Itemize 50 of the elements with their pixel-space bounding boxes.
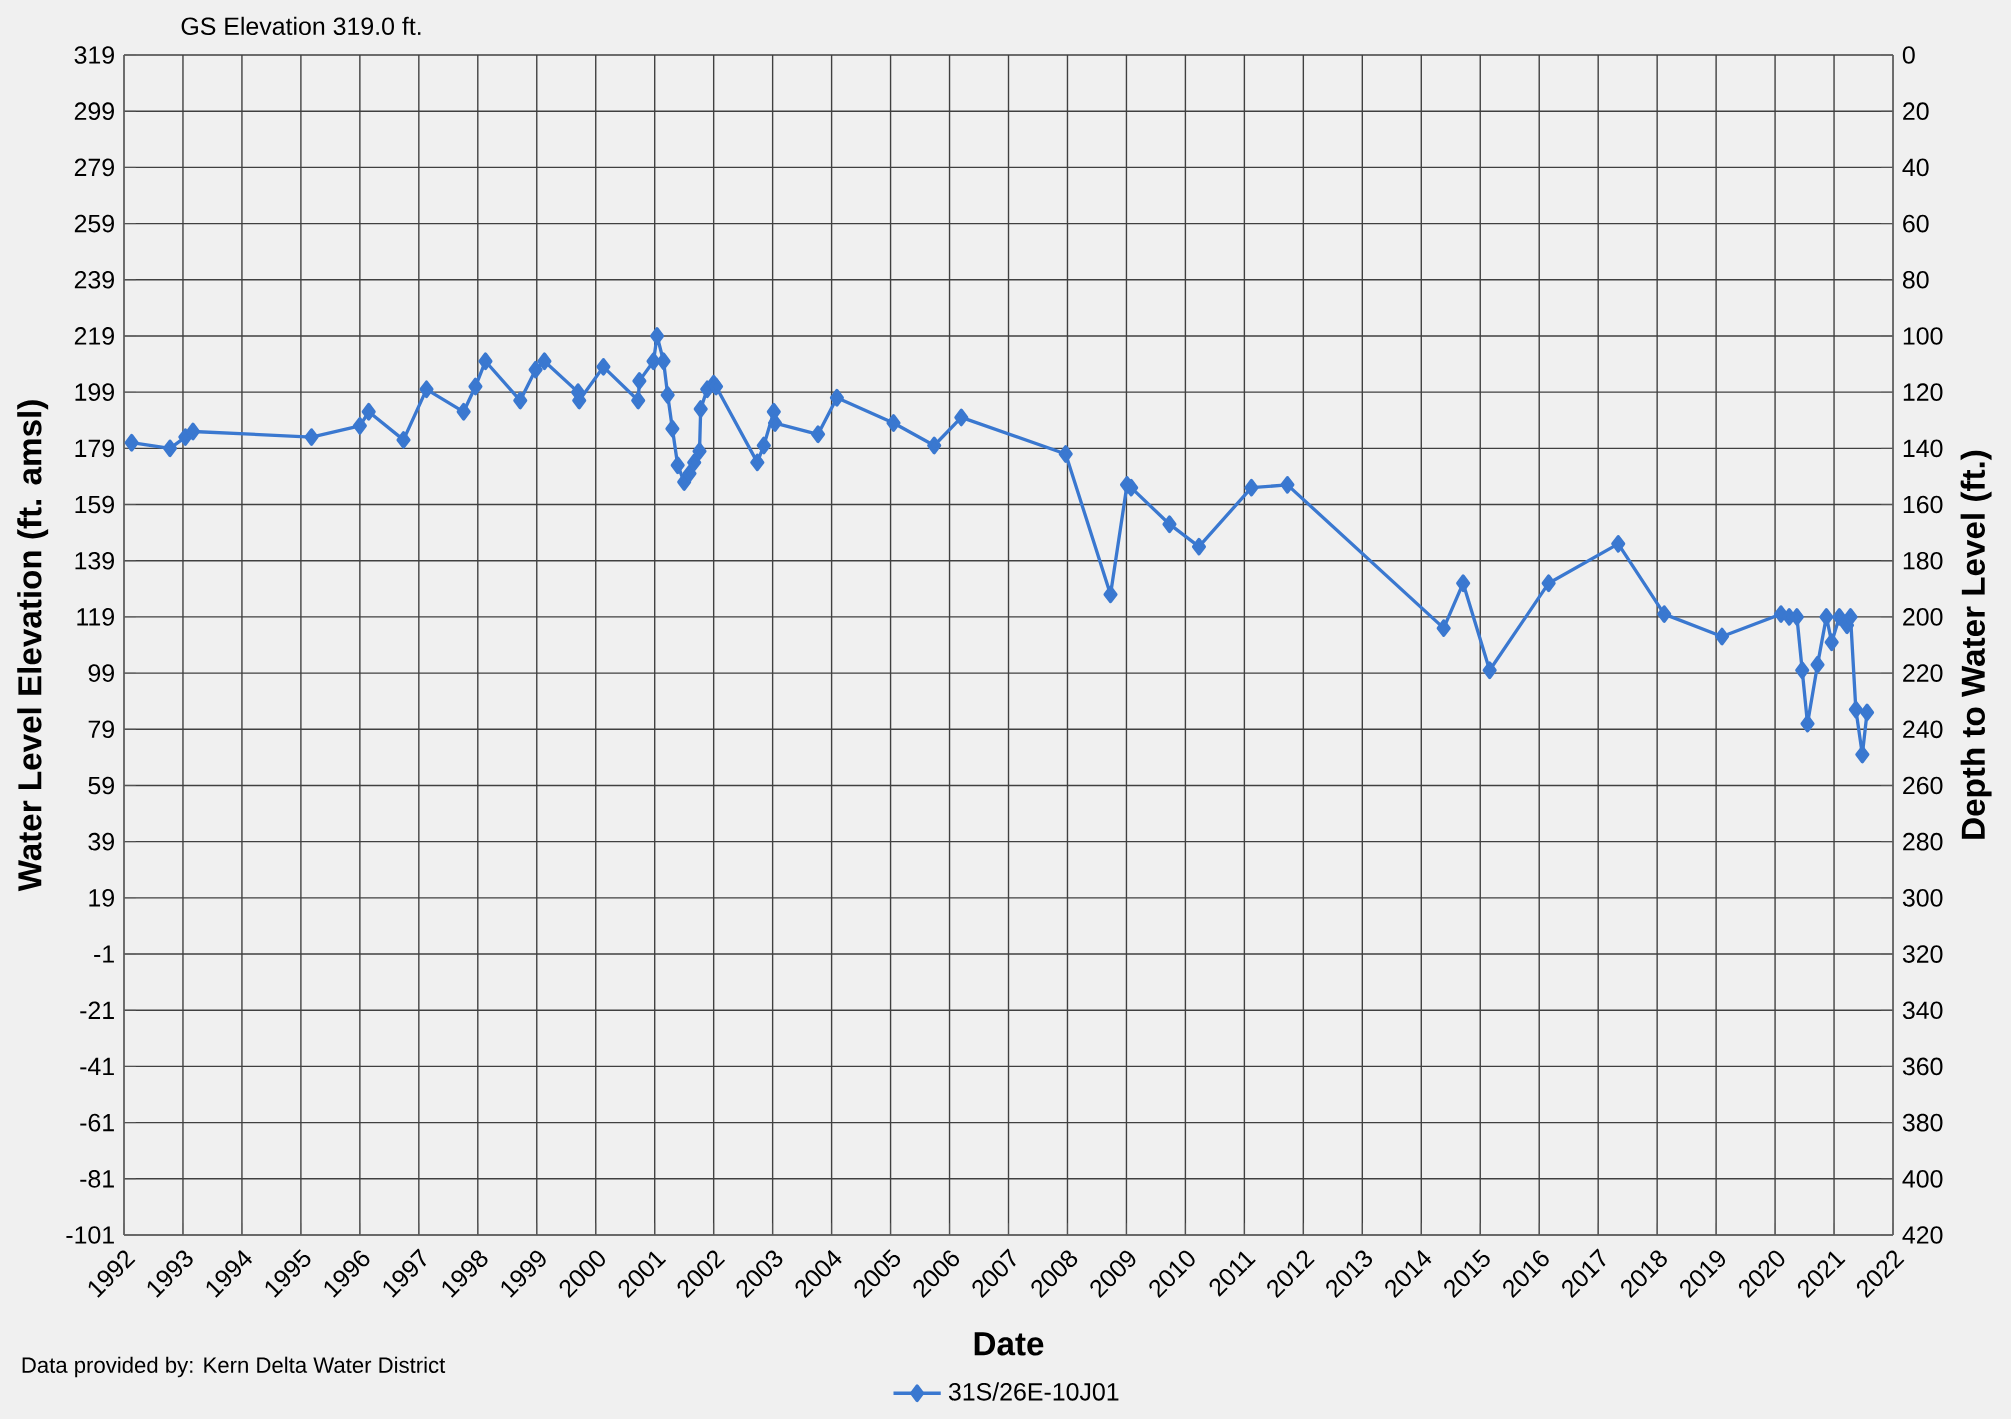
y2-tick-label: 0: [1902, 46, 1915, 64]
text: Data provided by: Kern Delta Water District: [22, 1356, 446, 1378]
y-tick-label: 299: [74, 102, 114, 121]
y2-tick-label: 420: [1902, 1226, 1943, 1244]
y2-tick-label: 220: [1903, 664, 1943, 682]
y2-tick-label: 140: [1903, 439, 1943, 458]
y2-tick-label: 40: [1902, 158, 1929, 177]
y-tick-label: -81: [80, 1169, 114, 1188]
y-tick-label: 239: [74, 270, 114, 289]
y-tick-label: 79: [88, 720, 114, 739]
y-tick-label: 199: [75, 383, 114, 401]
y2-tick-label: 360: [1902, 1057, 1943, 1076]
y2-tick-label: 320: [1902, 945, 1943, 963]
y-tick-label: 159: [75, 495, 114, 514]
y2-tick-label: 240: [1903, 720, 1943, 739]
y2-tick-label: 260: [1903, 776, 1943, 795]
y-tick-label: -61: [80, 1113, 114, 1132]
y-tick-label: 219: [74, 327, 114, 345]
y-tick-label: 59: [88, 776, 114, 795]
y2-tick-label: 280: [1903, 832, 1943, 851]
y2-tick-label: 120: [1903, 383, 1943, 401]
chart-title: GS Elevation 319.0 ft.: [181, 16, 421, 36]
y-axis-title: Water Level Elevation (ft. amsl): [17, 400, 49, 892]
y2-tick-label: 180: [1903, 551, 1943, 570]
y-tick-label: -41: [80, 1057, 114, 1075]
y2-tick-label: 80: [1902, 270, 1929, 289]
y2-tick-label: 100: [1903, 327, 1943, 345]
y2-tick-label: 380: [1902, 1113, 1943, 1132]
y-tick-label: 119: [77, 608, 114, 626]
y-tick-label: -101: [66, 1226, 114, 1244]
y-tick-label: 139: [75, 551, 114, 570]
y-tick-label: -21: [80, 1001, 114, 1019]
y-tick-label: 319: [74, 46, 114, 64]
y2-tick-label: 200: [1903, 608, 1943, 626]
x-axis-title: Date: [974, 1332, 1044, 1356]
y2-tick-label: 20: [1903, 102, 1929, 121]
y-tick-label: -1: [94, 945, 114, 963]
y2-tick-label: 400: [1902, 1169, 1943, 1188]
y2-tick-label: 340: [1902, 1001, 1943, 1020]
y-tick-label: 99: [88, 664, 114, 682]
legend-label: 31S/26E-10J01: [948, 1382, 1119, 1401]
y-tick-label: 259: [74, 214, 114, 233]
y-tick-label: 39: [88, 832, 114, 851]
y2-tick-label: 300: [1902, 889, 1943, 907]
y-tick-label: 279: [74, 158, 114, 177]
y2-tick-label: 60: [1903, 214, 1929, 233]
y-tick-label: 19: [89, 889, 114, 907]
y2-tick-label: 160: [1903, 495, 1943, 514]
y2-axis-title: Depth to Water Level (ft.): [1960, 450, 1992, 839]
y-tick-label: 179: [75, 439, 114, 458]
